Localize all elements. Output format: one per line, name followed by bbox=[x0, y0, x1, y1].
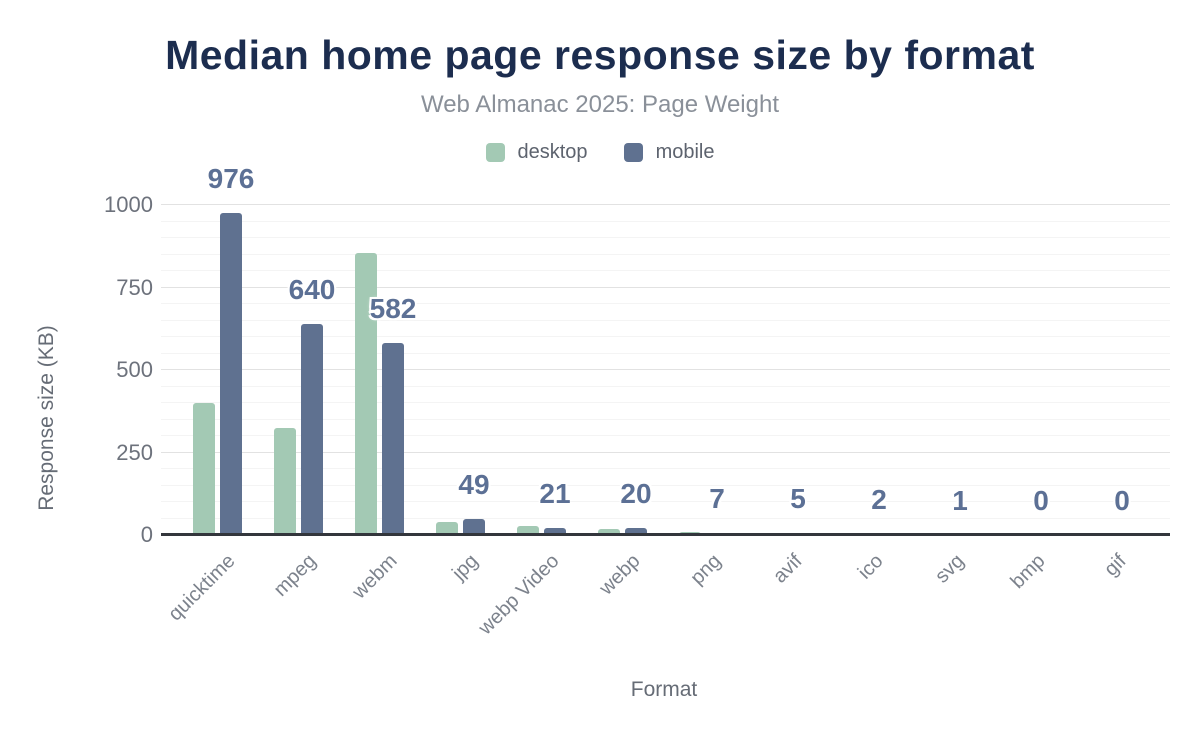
gridline-minor bbox=[161, 319, 1170, 321]
bar-desktop-mpeg[interactable] bbox=[274, 427, 296, 535]
bar-mobile-quicktime[interactable] bbox=[220, 212, 242, 535]
gridline-minor bbox=[161, 501, 1170, 502]
chart-title: Median home page response size by format bbox=[165, 32, 1035, 78]
gridline-minor bbox=[161, 402, 1170, 403]
y-tick-label: 250 bbox=[116, 439, 153, 465]
data-label-quicktime: 976 bbox=[207, 162, 255, 194]
y-tick-label: 500 bbox=[116, 357, 153, 382]
bar-mobile-webp-video[interactable] bbox=[544, 528, 566, 535]
data-label-png: 7 bbox=[709, 482, 725, 514]
data-label-gif: 0 bbox=[1114, 485, 1130, 516]
y-tick-label: 0 bbox=[140, 522, 153, 547]
data-label-mpeg: 640 bbox=[288, 273, 336, 305]
x-axis-title: Format bbox=[630, 678, 698, 701]
plot-area: 976 640 582 49 21 20 7 5 2 1 0 0 bbox=[161, 163, 1170, 535]
x-tick-label-ico: ico bbox=[853, 550, 888, 584]
gridline-major bbox=[161, 451, 1170, 453]
legend-label-mobile: mobile bbox=[655, 141, 715, 163]
legend-item-desktop[interactable]: desktop bbox=[485, 141, 588, 164]
gridline-minor bbox=[161, 517, 1170, 519]
gridline-minor bbox=[161, 336, 1170, 337]
gridline-minor bbox=[161, 435, 1170, 436]
gridline-major bbox=[161, 286, 1170, 288]
y-tick-label: 750 bbox=[116, 274, 153, 300]
gridline-minor bbox=[161, 484, 1170, 486]
x-tick-label-png: png bbox=[685, 550, 726, 590]
bar-desktop-jpg[interactable] bbox=[436, 521, 458, 535]
gridline-minor bbox=[161, 385, 1170, 387]
bar-mobile-jpg[interactable] bbox=[463, 518, 485, 535]
data-label-bmp: 0 bbox=[1033, 485, 1049, 516]
data-label-webp-video: 21 bbox=[539, 478, 571, 510]
data-label-svg: 1 bbox=[952, 484, 968, 516]
legend: desktop mobile bbox=[0, 141, 1200, 164]
x-axis-line bbox=[161, 533, 1170, 536]
gridline-minor bbox=[161, 468, 1170, 469]
x-tick-label-jpg: jpg bbox=[447, 550, 483, 585]
gridline-minor bbox=[161, 303, 1170, 304]
y-axis-title: Response size (KB) bbox=[35, 325, 58, 511]
x-tick-label-webm: webm bbox=[347, 550, 402, 604]
x-tick-label-quicktime: quicktime bbox=[163, 550, 240, 626]
bar-desktop-webp-video[interactable] bbox=[517, 525, 539, 535]
bar-mobile-mpeg[interactable] bbox=[301, 323, 323, 535]
x-tick-label-svg: svg bbox=[930, 550, 969, 588]
x-tick-label-webp-video: webp Video bbox=[473, 550, 564, 640]
legend-item-mobile[interactable]: mobile bbox=[623, 141, 715, 164]
chart-subtitle: Web Almanac 2025: Page Weight bbox=[420, 91, 779, 118]
gridline-minor bbox=[161, 237, 1170, 238]
gridline-minor bbox=[161, 352, 1170, 354]
gridline-minor bbox=[161, 418, 1170, 420]
data-label-avif: 5 bbox=[790, 483, 806, 515]
x-tick-label-gif: gif bbox=[1099, 550, 1131, 581]
gridline-minor bbox=[161, 270, 1170, 271]
data-label-webp: 20 bbox=[620, 478, 652, 510]
bar-mobile-webm[interactable] bbox=[382, 342, 404, 535]
gridline-major bbox=[161, 204, 1170, 205]
bar-desktop-quicktime[interactable] bbox=[193, 403, 215, 535]
data-label-webm: 582 bbox=[369, 292, 417, 324]
legend-swatch-mobile-icon bbox=[623, 143, 643, 162]
gridline-major bbox=[161, 369, 1170, 370]
y-tick-label: 1000 bbox=[104, 192, 153, 217]
legend-swatch-desktop-icon bbox=[485, 143, 505, 162]
bar-mobile-webp[interactable] bbox=[625, 528, 647, 535]
data-label-ico: 2 bbox=[871, 484, 887, 516]
bar-desktop-webm[interactable] bbox=[355, 252, 377, 535]
x-tick-label-webp: webp bbox=[594, 550, 645, 600]
gridline-minor bbox=[161, 253, 1170, 255]
bar-desktop-webp[interactable] bbox=[598, 529, 620, 535]
x-tick-label-mpeg: mpeg bbox=[269, 550, 321, 601]
legend-label-desktop: desktop bbox=[517, 141, 588, 163]
data-label-jpg: 49 bbox=[458, 468, 490, 500]
gridline-minor bbox=[161, 220, 1170, 222]
x-tick-label-bmp: bmp bbox=[1005, 550, 1050, 594]
x-tick-label-avif: avif bbox=[768, 550, 807, 588]
